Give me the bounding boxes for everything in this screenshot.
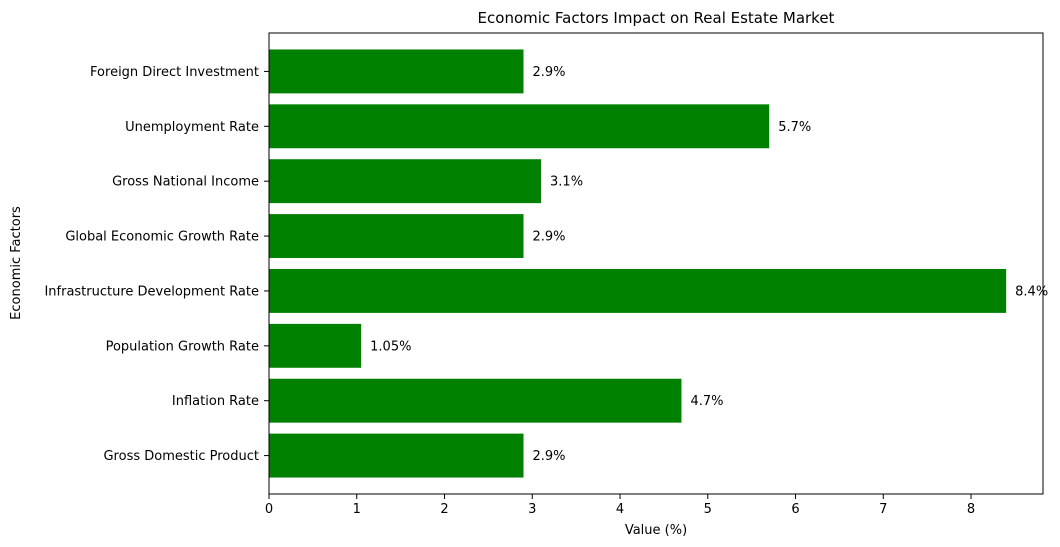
y-tick-label-7: Foreign Direct Investment: [90, 65, 259, 80]
data-label-5: 3.1%: [550, 175, 583, 190]
bar-3: [269, 268, 1007, 313]
bar-4: [269, 214, 524, 259]
y-tick-label-5: Gross National Income: [112, 175, 259, 190]
y-tick-label-4: Global Economic Growth Rate: [65, 230, 259, 245]
bar-2: [269, 323, 362, 368]
x-tick-label-8: 8: [967, 502, 975, 517]
y-tick-label-2: Population Growth Rate: [106, 339, 259, 354]
x-tick-label-6: 6: [791, 502, 799, 517]
y-tick-label-6: Unemployment Rate: [125, 120, 259, 135]
x-tick-label-5: 5: [704, 502, 712, 517]
bar-7: [269, 49, 524, 94]
bar-6: [269, 104, 770, 149]
x-tick-label-0: 0: [265, 502, 273, 517]
data-label-0: 2.9%: [532, 449, 565, 464]
bar-1: [269, 378, 682, 423]
y-tick-label-3: Infrastructure Development Rate: [44, 284, 259, 299]
chart-title: Economic Factors Impact on Real Estate M…: [478, 9, 835, 27]
y-tick-label-0: Gross Domestic Product: [103, 449, 259, 464]
y-tick-label-1: Inflation Rate: [172, 394, 259, 409]
data-label-1: 4.7%: [690, 394, 723, 409]
bar-0: [269, 433, 524, 478]
data-label-6: 5.7%: [778, 120, 811, 135]
data-label-7: 2.9%: [532, 65, 565, 80]
x-tick-label-7: 7: [879, 502, 887, 517]
data-label-2: 1.05%: [370, 339, 411, 354]
plot-frame: [268, 32, 1044, 495]
plot-area: 2.9% Gross Domestic Product 4.7% Inflation …: [44, 49, 1048, 517]
data-label-4: 2.9%: [532, 230, 565, 245]
data-label-3: 8.4%: [1015, 284, 1048, 299]
x-tick-label-2: 2: [440, 502, 448, 517]
x-tick-label-1: 1: [353, 502, 361, 517]
bar-5: [269, 159, 542, 204]
x-tick-label-3: 3: [528, 502, 536, 517]
x-tick-label-4: 4: [616, 502, 624, 517]
y-axis-label: Economic Factors: [9, 206, 24, 320]
x-axis-label: Value (%): [625, 523, 687, 538]
